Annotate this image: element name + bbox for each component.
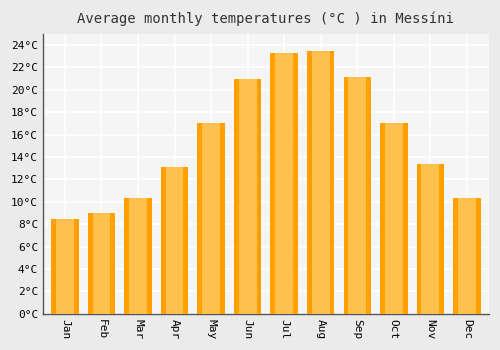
Bar <box>92 213 110 314</box>
Bar <box>88 213 115 314</box>
Bar <box>270 53 298 314</box>
Bar <box>234 78 262 314</box>
Bar <box>51 218 78 314</box>
Bar <box>416 164 444 314</box>
Bar <box>454 198 480 314</box>
Bar <box>458 198 476 314</box>
Bar <box>124 198 152 314</box>
Bar <box>198 123 225 314</box>
Bar <box>166 167 184 314</box>
Title: Average monthly temperatures (°C ) in Messíni: Average monthly temperatures (°C ) in Me… <box>78 11 454 26</box>
Bar <box>380 123 407 314</box>
Bar <box>56 218 74 314</box>
Bar <box>161 167 188 314</box>
Bar <box>307 50 334 314</box>
Bar <box>238 78 256 314</box>
Bar <box>348 77 366 314</box>
Bar <box>344 77 371 314</box>
Bar <box>276 53 293 314</box>
Bar <box>312 50 330 314</box>
Bar <box>385 123 403 314</box>
Bar <box>129 198 147 314</box>
Bar <box>422 164 440 314</box>
Bar <box>202 123 220 314</box>
